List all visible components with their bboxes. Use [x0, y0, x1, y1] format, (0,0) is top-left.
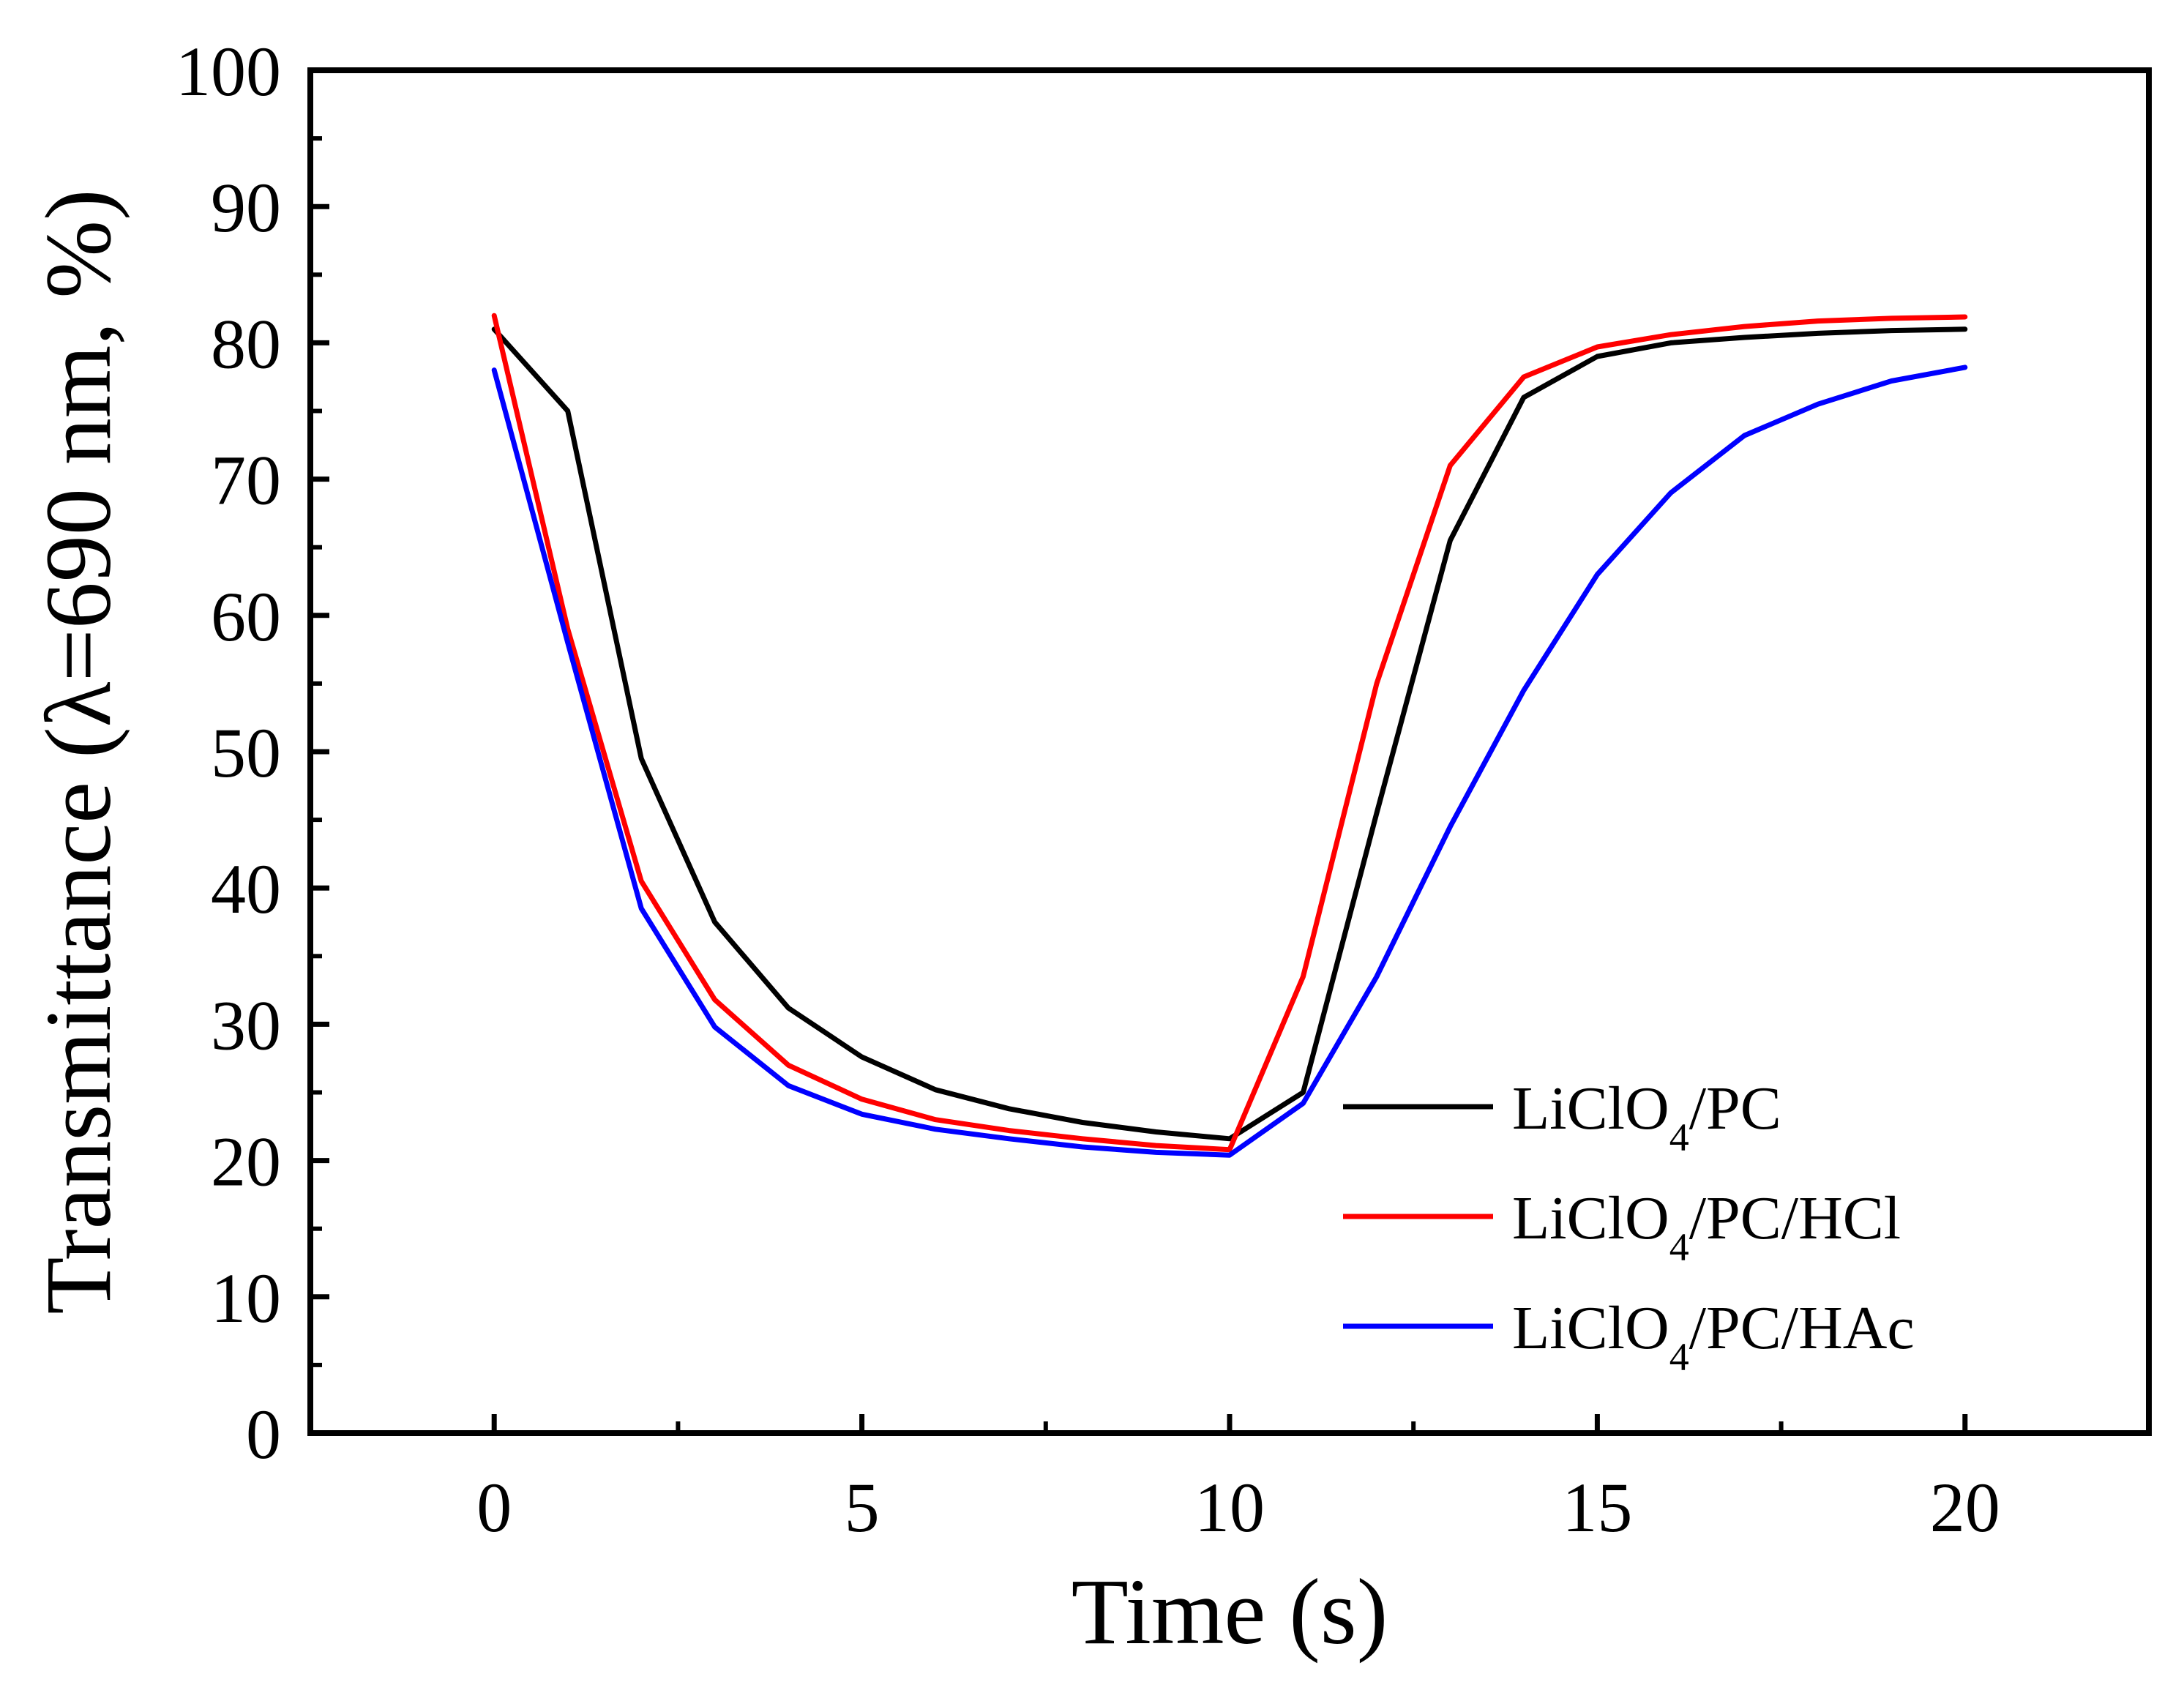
x-axis-title: Time (s) — [1072, 1560, 1388, 1664]
x-tick-label: 0 — [476, 1468, 512, 1547]
y-tick-label: 40 — [211, 850, 281, 928]
series-line-3 — [491, 364, 1968, 1158]
y-tick-label: 20 — [211, 1123, 281, 1201]
legend-label: LiClO4/PC/HCl — [1512, 1184, 1901, 1269]
x-tick-label: 20 — [1930, 1468, 2000, 1547]
tick-labels-layer: 0 5 10 15 20 0 10 20 30 40 50 60 70 80 90 100 — [176, 32, 2000, 1547]
y-tick-label: 70 — [211, 441, 281, 520]
y-tick-label: 60 — [211, 577, 281, 656]
legend: LiClO4/PC LiClO4/PC/HCl LiClO4/PC/HAc — [1343, 1074, 1915, 1379]
y-tick-label: 30 — [211, 986, 281, 1064]
series-line-2 — [491, 313, 1968, 1153]
y-tick-label: 0 — [246, 1395, 281, 1473]
y-tick-label: 80 — [211, 304, 281, 383]
ticks-layer — [310, 67, 1968, 1436]
x-tick-label: 5 — [845, 1468, 880, 1547]
legend-label: LiClO4/PC/HAc — [1512, 1294, 1915, 1379]
y-tick-label: 100 — [176, 32, 281, 111]
x-tick-label: 15 — [1562, 1468, 1632, 1547]
series-layer — [491, 313, 1968, 1158]
y-tick-label: 50 — [211, 714, 281, 792]
y-tick-label: 90 — [211, 168, 281, 247]
y-axis-title: Transmittance (λ=690 nm, %) — [26, 189, 130, 1314]
series-line-1 — [491, 326, 1968, 1142]
legend-label: LiClO4/PC — [1512, 1074, 1781, 1159]
x-tick-label: 10 — [1194, 1468, 1265, 1547]
y-tick-label: 10 — [211, 1259, 281, 1337]
